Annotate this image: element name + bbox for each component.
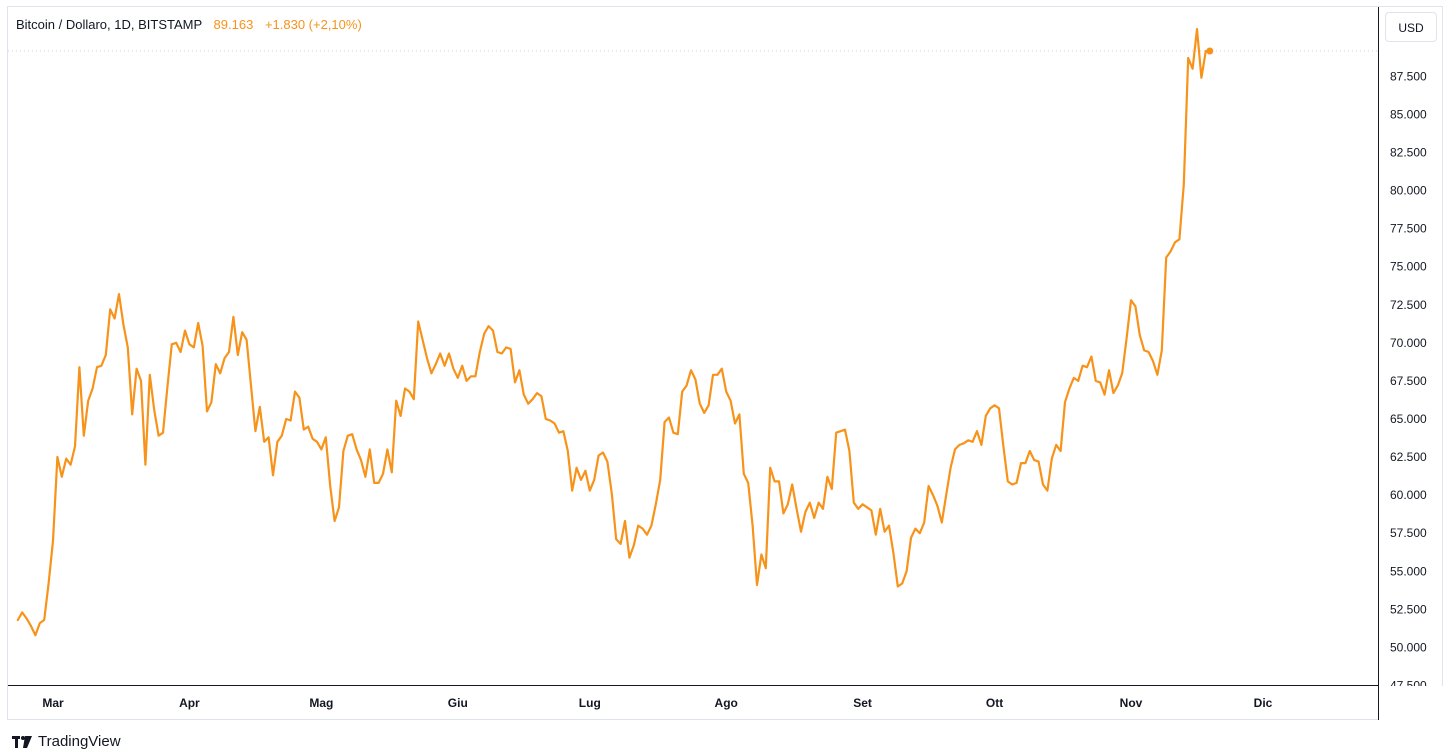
price-tick-label: 70.000 — [1390, 336, 1427, 350]
time-axis[interactable]: Mar Apr Mag Giu Lug Ago Set Ott Nov Dic — [42, 696, 1272, 710]
tradingview-logo-icon — [12, 735, 32, 748]
price-tick-label: 50.000 — [1390, 640, 1427, 654]
currency-button[interactable]: USD — [1385, 12, 1437, 42]
time-tick-label: Mar — [42, 696, 64, 710]
price-tick-label: 87.500 — [1390, 69, 1427, 83]
price-tick-label: 77.500 — [1390, 222, 1427, 236]
last-price-value: 89.163 — [213, 17, 254, 32]
price-tick-label: 67.500 — [1390, 374, 1427, 388]
symbol-title: Bitcoin / Dollaro, 1D, BITSTAMP — [16, 17, 202, 32]
brand-name: TradingView — [38, 733, 121, 750]
time-tick-label: Giu — [448, 696, 468, 710]
price-tick-label: 80.000 — [1390, 184, 1427, 198]
price-tick-label: 75.000 — [1390, 260, 1427, 274]
price-axis[interactable]: 47.50050.00052.50055.00057.50060.00062.5… — [1390, 69, 1427, 692]
price-tick-label: 52.500 — [1390, 602, 1427, 616]
price-tick-label: 82.500 — [1390, 145, 1427, 159]
price-tick-label: 60.000 — [1390, 488, 1427, 502]
time-tick-label: Dic — [1254, 696, 1273, 710]
axis-bottom-mask — [1379, 686, 1443, 720]
price-tick-label: 62.500 — [1390, 450, 1427, 464]
price-tick-label: 65.000 — [1390, 412, 1427, 426]
time-tick-label: Apr — [179, 696, 200, 710]
time-tick-label: Ago — [715, 696, 738, 710]
time-tick-label: Mag — [309, 696, 333, 710]
price-tick-label: 55.000 — [1390, 564, 1427, 578]
price-tick-label: 57.500 — [1390, 526, 1427, 540]
price-tick-label: 72.500 — [1390, 298, 1427, 312]
chart-frame — [7, 6, 1443, 720]
time-tick-label: Set — [853, 696, 872, 710]
last-price-marker — [1206, 47, 1214, 55]
price-tick-label: 85.000 — [1390, 107, 1427, 121]
symbol-legend: Bitcoin / Dollaro, 1D, BITSTAMP 89.163 +… — [16, 17, 362, 32]
price-change-value: +1.830 (+2,10%) — [264, 17, 362, 32]
time-tick-label: Ott — [986, 696, 1003, 710]
brand-footer[interactable]: TradingView — [12, 733, 121, 750]
price-line-series — [16, 28, 1207, 637]
time-tick-label: Lug — [579, 696, 601, 710]
time-tick-label: Nov — [1120, 696, 1143, 710]
